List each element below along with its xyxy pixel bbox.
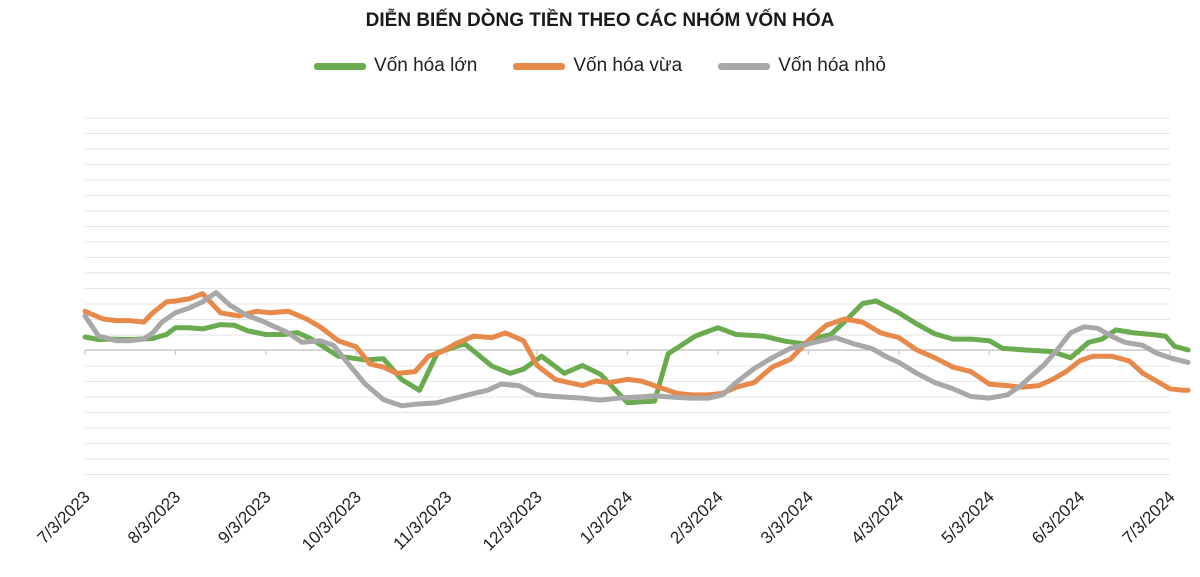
chart-title: DIỄN BIẾN DÒNG TIỀN THEO CÁC NHÓM VỐN HÓ… [365, 10, 835, 31]
legend: Vốn hóa lớn Vốn hóa vừa Vốn hóa nhỏ [0, 55, 1200, 77]
legend-item-large-cap: Vốn hóa lớn [314, 55, 477, 77]
legend-swatch-mid-cap [513, 62, 566, 70]
legend-label-mid-cap: Vốn hóa vừa [573, 55, 683, 76]
series-line-large-cap [82, 298, 1191, 406]
series-line-mid-cap [82, 291, 1191, 398]
legend-swatch-small-cap [718, 62, 771, 70]
legend-item-small-cap: Vốn hóa nhỏ [718, 55, 886, 77]
x-tick-label-4: 11/3/2023 [389, 487, 455, 553]
x-tick-label-1: 8/3/2023 [124, 487, 184, 547]
x-tick-label-2: 9/3/2023 [214, 487, 274, 547]
x-axis [84, 349, 1171, 355]
series-lines [82, 290, 1191, 409]
x-tick-label-8: 3/3/2024 [757, 487, 817, 547]
x-tick-label-11: 6/3/2024 [1028, 487, 1088, 547]
x-tick-labels: 7/3/2023 8/3/2023 9/3/2023 10/3/2023 11/3/20… [34, 487, 1179, 554]
x-tick-label-5: 12/3/2023 [479, 487, 546, 554]
x-tick-label-0: 7/3/2023 [34, 487, 94, 547]
legend-label-small-cap: Vốn hóa nhỏ [778, 55, 886, 76]
legend-swatch-large-cap [314, 62, 367, 70]
x-tick-label-9: 4/3/2024 [847, 487, 907, 547]
legend-label-large-cap: Vốn hóa lớn [374, 55, 478, 76]
x-tick-label-6: 1/3/2024 [576, 487, 636, 547]
x-tick-label-7: 2/3/2024 [667, 487, 727, 547]
x-tick-label-3: 10/3/2023 [298, 487, 365, 554]
gridlines [85, 117, 1170, 475]
x-tick-label-12: 7/3/2024 [1119, 487, 1179, 547]
legend-item-mid-cap: Vốn hóa vừa [513, 55, 682, 77]
x-tick-label-10: 5/3/2024 [938, 487, 998, 547]
series-line-small-cap [82, 290, 1191, 409]
